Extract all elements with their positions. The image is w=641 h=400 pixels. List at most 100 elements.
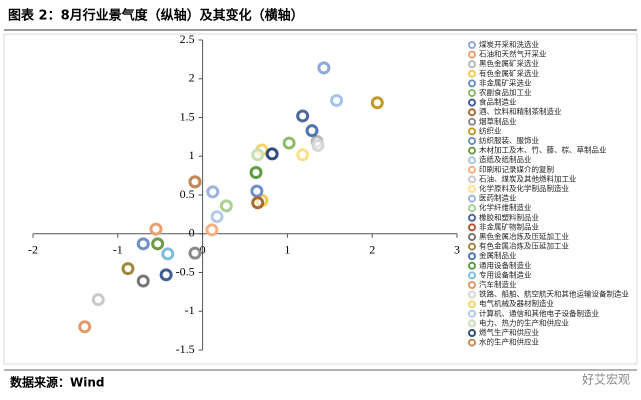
legend-label: 橡胶和塑料制品业 (479, 212, 539, 222)
point (311, 138, 325, 152)
point (121, 262, 135, 276)
legend-marker (468, 329, 476, 337)
legend-marker (468, 271, 476, 280)
legend-label: 纺织业 (479, 125, 502, 135)
plot-area: -2 -1 0 1 2 3 -1.5 -1 -0.5 0 0.5 1 1.5 2 2.5 (28, 32, 460, 356)
legend-marker (468, 127, 476, 136)
legend-marker (468, 252, 476, 261)
legend-label: 有色金属矿采选业 (479, 68, 539, 78)
legend-marker (468, 79, 476, 88)
legend-label: 黑色金属冶炼及压延加工业 (479, 231, 569, 241)
legend-marker (468, 204, 476, 213)
legend-marker (468, 60, 476, 69)
legend-marker (468, 338, 476, 347)
point (159, 268, 173, 282)
legend-label: 汽车制造业 (479, 279, 517, 289)
y-tick-label: -1.5 (176, 342, 195, 356)
point (151, 237, 165, 251)
legend-marker (468, 98, 476, 107)
legend-label: 燃气生产和供应业 (479, 327, 539, 337)
legend-label: 医药制造业 (479, 193, 517, 203)
legend: 煤炭开采和洗选业石油和天然气开采业黑色金属矿采选业有色金属矿采选业非金属矿采选业… (468, 39, 629, 347)
legend-label: 木材加工及木、竹、藤、棕、草制品业 (479, 145, 607, 155)
y-tick-label: 1.5 (180, 109, 195, 123)
legend-label: 化学原料及化学制品制造业 (479, 183, 569, 193)
legend-marker (468, 50, 476, 59)
point (305, 124, 319, 138)
legend-marker (468, 165, 476, 174)
point (205, 223, 219, 237)
y-tick-label: -0.5 (176, 264, 195, 278)
legend-marker (468, 108, 476, 117)
point (78, 320, 92, 334)
legend-marker (468, 242, 476, 251)
x-tick-label: 3 (454, 243, 460, 257)
x-tick-label: 1 (284, 243, 290, 257)
legend-marker (468, 41, 476, 49)
legend-label: 农副食品加工业 (479, 87, 532, 97)
y-tick-label: 2.5 (180, 32, 195, 46)
legend-label: 食品制造业 (479, 97, 517, 107)
point (249, 166, 263, 180)
legend-label: 通用设备制造业 (479, 260, 532, 270)
legend-label: 石油、煤炭及其他燃料加工业 (479, 173, 577, 183)
y-tick-label: -1 (185, 303, 195, 317)
point (219, 199, 233, 213)
legend-marker (468, 69, 476, 78)
point (149, 222, 163, 236)
legend-label: 印刷和记录媒介的复制 (479, 164, 554, 174)
legend-label: 烟草制品业 (479, 116, 517, 126)
point (296, 109, 310, 123)
point (161, 247, 175, 261)
watermark: 好艾宏观 (582, 372, 630, 387)
legend-marker (468, 213, 476, 222)
legend-label: 计算机、通信和其他电子设备制造业 (479, 308, 599, 318)
legend-marker (468, 117, 476, 126)
legend-label: 专用设备制造业 (479, 269, 532, 279)
legend-marker (468, 290, 476, 299)
point (296, 148, 310, 162)
legend-label: 纺织服装、服饰业 (479, 135, 539, 145)
legend-label: 化学纤维制造业 (479, 202, 532, 212)
legend-marker (468, 319, 476, 328)
legend-label: 非金属矿物制品业 (479, 221, 539, 231)
chart-title: 图表 2：8月行业景气度（纵轴）及其变化（横轴） (8, 8, 304, 24)
legend-marker (468, 137, 476, 145)
point (265, 147, 279, 161)
legend-marker (468, 300, 476, 309)
legend-marker (468, 194, 476, 203)
point (282, 136, 296, 150)
legend-label: 造纸及纸制品业 (479, 154, 532, 164)
point (136, 274, 150, 288)
point (250, 184, 264, 198)
legend-label: 酒、饮料和精制茶制造业 (479, 106, 562, 116)
x-tick-label: 0 (200, 243, 206, 257)
y-tick-label: 0.5 (180, 187, 195, 201)
legend-marker (468, 223, 476, 232)
point (251, 148, 265, 162)
point (188, 175, 202, 189)
legend-label: 黑色金属矿采选业 (479, 58, 539, 68)
point (136, 237, 150, 251)
plot-frame (3, 33, 638, 365)
legend-label: 石油和天然气开采业 (479, 49, 547, 59)
legend-marker (468, 89, 476, 97)
legend-label: 电气机械及器材制造业 (479, 298, 554, 308)
legend-marker (468, 146, 476, 155)
legend-marker (468, 156, 476, 165)
point (330, 93, 344, 107)
legend-marker (468, 309, 476, 318)
legend-marker (468, 175, 476, 184)
legend-label: 有色金属冶炼及压延加工业 (479, 241, 569, 251)
point (206, 185, 220, 199)
legend-marker (468, 185, 476, 193)
y-tick-label: 1 (189, 148, 195, 162)
source: 数据来源：Wind (10, 375, 104, 390)
y-tick-label: 2 (189, 71, 195, 85)
legend-label: 非金属矿采选业 (479, 77, 532, 87)
legend-marker (468, 261, 476, 270)
legend-label: 电力、热力的生产和供应业 (479, 317, 569, 327)
x-tick-label: -2 (28, 243, 38, 257)
legend-marker (468, 281, 476, 289)
